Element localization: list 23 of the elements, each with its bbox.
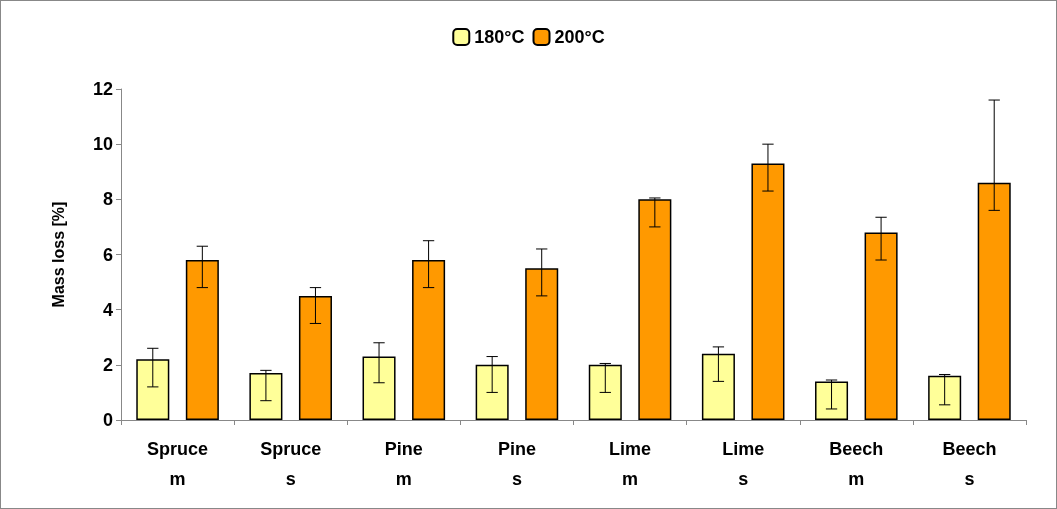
y-tick-label: 6 bbox=[102, 244, 113, 265]
y-tick-label: 0 bbox=[102, 410, 113, 430]
x-tick-label: Pine m bbox=[384, 439, 423, 489]
y-axis-title: Mass loss [%] bbox=[49, 201, 67, 308]
x-tick-label: Beech s bbox=[942, 439, 997, 489]
x-tick-label: Spruce m bbox=[147, 439, 209, 489]
bar bbox=[588, 364, 622, 420]
bar bbox=[249, 373, 283, 420]
bar bbox=[815, 381, 849, 420]
y-tick-label: 12 bbox=[92, 79, 113, 99]
bar bbox=[638, 199, 672, 420]
y-tick-label: 2 bbox=[102, 354, 113, 375]
bar bbox=[928, 375, 962, 420]
x-tick-label: Lime m bbox=[609, 439, 652, 489]
x-tick-label: Lime s bbox=[722, 439, 765, 489]
y-tick-label: 10 bbox=[92, 134, 113, 155]
y-tick-label: 8 bbox=[102, 189, 113, 210]
legend-label: 180°C bbox=[474, 27, 525, 47]
x-tick-label: Beech m bbox=[829, 439, 884, 489]
x-tick-label: Spruce s bbox=[260, 439, 322, 489]
y-tick-label: 4 bbox=[102, 299, 113, 320]
legend-label: 200°C bbox=[554, 27, 605, 47]
x-tick-label: Pine s bbox=[497, 439, 536, 489]
